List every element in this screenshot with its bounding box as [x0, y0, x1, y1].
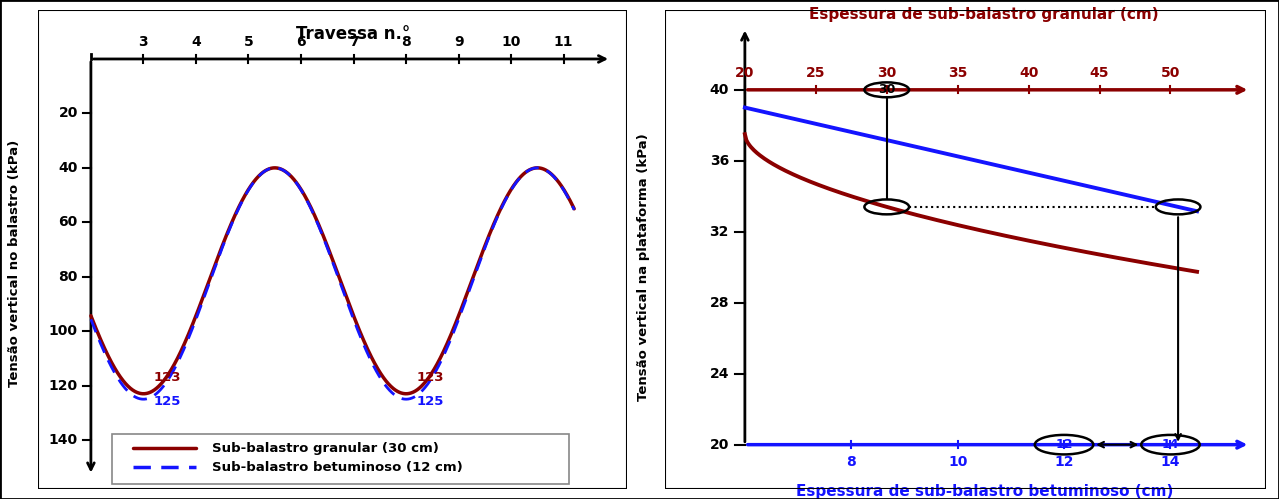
Text: 14: 14	[1161, 455, 1181, 470]
Text: 30: 30	[879, 83, 895, 96]
Text: 8: 8	[847, 455, 856, 470]
Text: 123: 123	[417, 371, 444, 384]
Text: 14: 14	[1161, 438, 1179, 451]
Text: 50: 50	[1161, 66, 1181, 80]
Text: 45: 45	[1090, 66, 1109, 80]
Text: 5: 5	[243, 35, 253, 49]
Text: Sub-balastro granular (30 cm): Sub-balastro granular (30 cm)	[212, 442, 439, 455]
Text: 24: 24	[710, 367, 729, 381]
Text: 7: 7	[349, 35, 358, 49]
Text: 60: 60	[59, 215, 78, 229]
Text: 140: 140	[49, 433, 78, 447]
Text: 35: 35	[948, 66, 967, 80]
Text: Tensão vertical na plataforma (kPa): Tensão vertical na plataforma (kPa)	[637, 133, 650, 401]
Text: 100: 100	[49, 324, 78, 338]
Text: 125: 125	[153, 395, 182, 408]
Text: Sub-balastro betuminoso (12 cm): Sub-balastro betuminoso (12 cm)	[212, 461, 463, 474]
Text: 36: 36	[710, 154, 729, 168]
Text: 3: 3	[138, 35, 148, 49]
Text: 8: 8	[402, 35, 411, 49]
Text: 80: 80	[59, 270, 78, 284]
Text: 20: 20	[59, 106, 78, 120]
Text: 12: 12	[1055, 438, 1073, 451]
Text: 10: 10	[501, 35, 521, 49]
Text: 20: 20	[735, 66, 755, 80]
Text: 25: 25	[806, 66, 825, 80]
Text: Tensão vertical no balastro (kPa): Tensão vertical no balastro (kPa)	[8, 140, 22, 387]
Text: 120: 120	[49, 379, 78, 393]
Text: 30: 30	[877, 66, 897, 80]
Text: 9: 9	[454, 35, 463, 49]
Text: 125: 125	[417, 395, 444, 408]
Text: 6: 6	[297, 35, 306, 49]
Text: 40: 40	[710, 83, 729, 97]
Text: 20: 20	[710, 438, 729, 452]
FancyBboxPatch shape	[113, 434, 569, 484]
Text: Espessura de sub-balastro granular (cm): Espessura de sub-balastro granular (cm)	[810, 7, 1159, 22]
Text: 11: 11	[554, 35, 573, 49]
Text: 28: 28	[710, 296, 729, 310]
Text: 12: 12	[1054, 455, 1074, 470]
Text: Espessura de sub-balastro betuminoso (cm): Espessura de sub-balastro betuminoso (cm…	[796, 484, 1173, 499]
Text: 4: 4	[191, 35, 201, 49]
Text: 32: 32	[710, 225, 729, 239]
Text: 123: 123	[153, 371, 182, 384]
Text: 10: 10	[948, 455, 967, 470]
Text: 40: 40	[59, 161, 78, 175]
Text: Travessa n.°: Travessa n.°	[297, 25, 411, 43]
Text: 40: 40	[1019, 66, 1039, 80]
